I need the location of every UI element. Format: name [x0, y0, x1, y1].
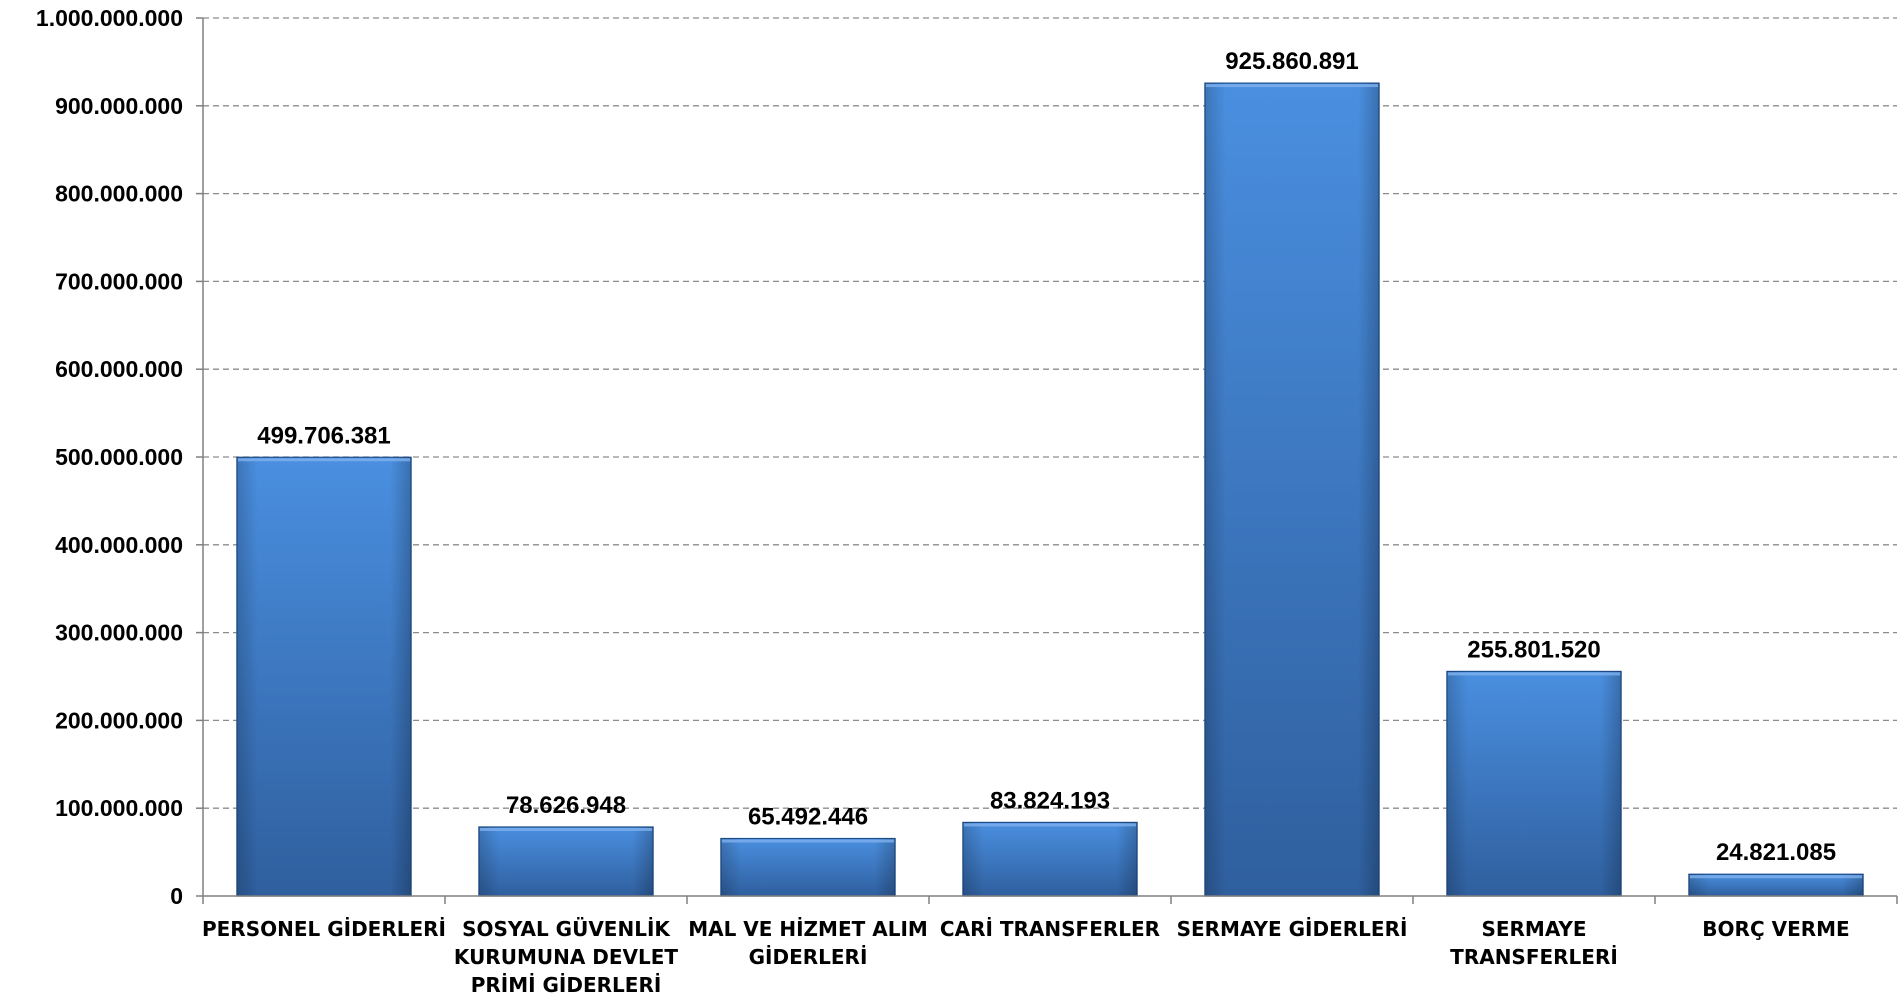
x-tick-label-line: PERSONEL GİDERLERİ: [202, 917, 446, 941]
y-tick-label: 500.000.000: [55, 444, 183, 470]
bar-highlight: [237, 458, 411, 462]
bar-highlight: [1689, 875, 1863, 879]
x-tick-label-line: CARİ TRANSFERLER: [940, 917, 1160, 941]
x-tick-label-line: PRİMİ GİDERLERİ: [471, 973, 662, 997]
data-label: 499.706.381: [257, 422, 390, 449]
bar-shading: [962, 822, 1138, 896]
bar-shading: [1446, 671, 1622, 896]
x-tick-label: PERSONEL GİDERLERİ: [202, 917, 446, 941]
x-tick-label-line: MAL VE HİZMET ALIM: [688, 917, 928, 941]
x-tick-label-line: SOSYAL GÜVENLİK: [462, 917, 671, 941]
y-tick-label: 0: [170, 883, 183, 909]
y-tick-label: 600.000.000: [55, 356, 183, 382]
x-tick-label-line: TRANSFERLERİ: [1450, 945, 1618, 969]
x-tick-label-line: BORÇ VERME: [1702, 917, 1849, 941]
data-label: 925.860.891: [1225, 48, 1358, 75]
gridlines: [203, 17, 1897, 809]
y-axis: 0 100.000.000 200.000.000 300.000.000 400.00…: [36, 5, 204, 909]
x-axis: PERSONEL GİDERLERİ SOSYAL GÜVENLİK KURUMUN…: [202, 895, 1898, 997]
data-label: 65.492.446: [748, 803, 868, 830]
bar-shading: [1688, 874, 1864, 896]
x-tick-label-line: SERMAYE: [1481, 917, 1586, 941]
data-label: 255.801.520: [1467, 636, 1600, 663]
x-tick-label-line: GİDERLERİ: [749, 945, 868, 969]
y-tick-label: 300.000.000: [55, 620, 183, 646]
x-tick-label: MAL VE HİZMET ALIM GİDERLERİ: [688, 917, 928, 969]
y-tick-label: 700.000.000: [55, 268, 183, 294]
x-tick-label-line: KURUMUNA DEVLET: [454, 945, 678, 969]
data-label: 24.821.085: [1716, 839, 1836, 866]
bar-highlight: [1447, 672, 1621, 676]
bar-shading: [236, 457, 412, 896]
bar-highlight: [1205, 84, 1379, 88]
bar-shading: [478, 826, 654, 896]
bars: 499.706.381 78.626.948 65.492.446 83.824.19…: [236, 48, 1864, 897]
data-label: 83.824.193: [990, 787, 1110, 814]
x-tick-label: SOSYAL GÜVENLİK KURUMUNA DEVLET PRİMİ GİDE…: [454, 917, 678, 997]
bar-highlight: [963, 823, 1137, 827]
data-label: 78.626.948: [506, 792, 626, 819]
bar-shading: [720, 838, 896, 896]
y-tick-label: 200.000.000: [55, 707, 183, 733]
bar-highlight: [479, 827, 653, 831]
bar-highlight: [721, 839, 895, 843]
x-tick-label: SERMAYE TRANSFERLERİ: [1450, 917, 1618, 969]
x-tick-label: CARİ TRANSFERLER: [940, 917, 1160, 941]
y-tick-label: 400.000.000: [55, 532, 183, 558]
x-tick-label: SERMAYE GİDERLERİ: [1177, 917, 1408, 941]
x-tick-label-line: SERMAYE GİDERLERİ: [1177, 917, 1408, 941]
y-tick-label: 900.000.000: [55, 93, 183, 119]
bar-shading: [1204, 83, 1380, 897]
y-tick-label: 800.000.000: [55, 181, 183, 207]
y-tick-label: 1.000.000.000: [36, 5, 183, 31]
x-tick-label: BORÇ VERME: [1702, 917, 1849, 941]
y-tick-label: 100.000.000: [55, 795, 183, 821]
